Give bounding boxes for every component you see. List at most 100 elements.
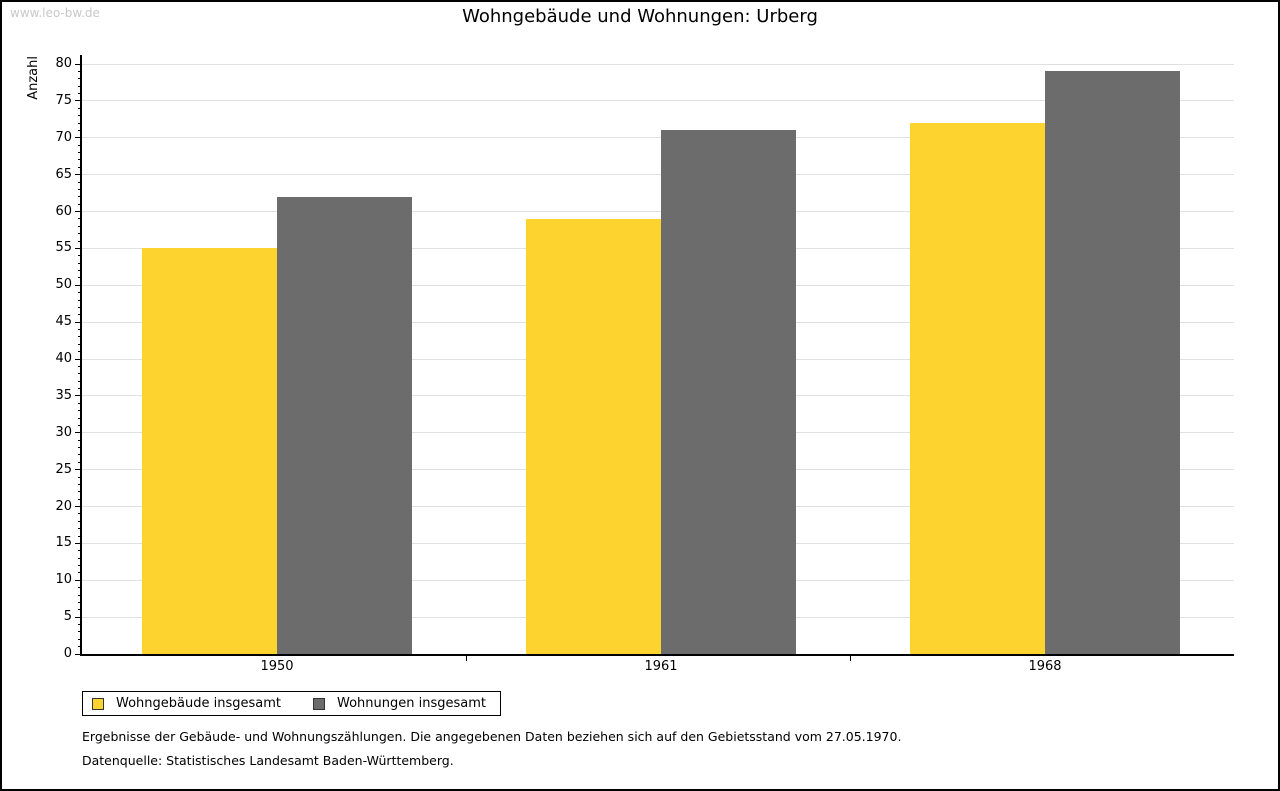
y-tick-label: 75 [55, 92, 72, 108]
y-axis-minor-tick [78, 535, 82, 537]
y-axis-minor-tick [78, 624, 82, 625]
y-axis-minor-tick [78, 196, 82, 198]
y-axis-minor-tick [78, 646, 82, 648]
y-axis-minor-tick [78, 572, 82, 574]
y-axis-major-tick [75, 137, 82, 139]
bar-1968-wohnungen [1045, 71, 1180, 654]
y-axis-minor-tick [78, 461, 82, 463]
y-axis-minor-tick [78, 70, 82, 72]
y-axis-line [80, 55, 82, 656]
y-tick-label: 15 [55, 535, 72, 551]
y-axis-minor-tick [78, 129, 82, 131]
y-axis-minor-tick [78, 152, 82, 153]
bar-1968-wohngebaeude [910, 123, 1045, 654]
y-tick-label: 35 [55, 387, 72, 403]
plot-area: 0 5 10 15 20 25 30 35 40 45 50 55 60 65 70 75 80 1950 1961… [55, 55, 1234, 674]
footnote-source-note: Ergebnisse der Gebäude- und Wohnungszähl… [82, 729, 902, 744]
y-tick-label: 0 [63, 646, 72, 661]
y-axis-minor-tick [78, 306, 82, 308]
y-axis-major-tick [75, 321, 82, 323]
y-axis-minor-tick [78, 314, 82, 316]
y-tick-label: 50 [55, 277, 72, 293]
y-axis-minor-tick [78, 631, 82, 633]
y-tick-label: 30 [55, 424, 72, 440]
y-axis-minor-tick [78, 439, 82, 441]
watermark: www.leo-bw.de [10, 6, 100, 20]
legend: Wohngebäude insgesamt Wohnungen insgesam… [82, 691, 501, 716]
y-axis-minor-tick [78, 365, 82, 367]
y-axis-major-tick [75, 506, 82, 507]
y-axis-major-tick [75, 579, 82, 581]
y-axis-minor-tick [78, 498, 82, 500]
y-axis-minor-tick [78, 476, 82, 478]
y-axis-minor-tick [78, 447, 82, 448]
x-axis-line [80, 654, 1234, 656]
y-axis-minor-tick [78, 225, 82, 227]
y-axis-minor-tick [78, 115, 82, 117]
y-tick-label: 80 [55, 56, 72, 71]
y-axis-minor-tick [78, 410, 82, 412]
y-axis-minor-tick [78, 144, 82, 146]
y-axis-major-tick [75, 63, 82, 65]
y-axis-major-tick [75, 284, 82, 286]
y-axis-minor-tick [78, 188, 82, 190]
y-axis-minor-tick [78, 483, 82, 485]
x-category-label: 1961 [644, 659, 678, 674]
y-axis-minor-tick [78, 351, 82, 353]
y-axis-major-tick [75, 653, 82, 655]
gridline [82, 174, 1234, 176]
y-axis-minor-tick [78, 343, 82, 345]
y-axis-minor-tick [78, 299, 82, 301]
y-axis-minor-tick [78, 491, 82, 493]
y-axis-minor-tick [78, 557, 82, 559]
y-axis-minor-tick [78, 380, 82, 382]
chart-title: Wohngebäude und Wohnungen: Urberg [462, 6, 818, 27]
x-category-label: 1950 [260, 659, 294, 674]
legend-label: Wohngebäude insgesamt [116, 696, 281, 711]
y-axis-minor-tick [78, 166, 82, 168]
legend-item-wohngebaeude: Wohngebäude insgesamt [92, 696, 281, 711]
y-tick-label: 70 [55, 129, 72, 145]
y-axis-major-tick [75, 211, 82, 212]
y-axis-minor-tick [78, 609, 82, 611]
y-axis-minor-tick [78, 550, 82, 552]
y-axis-minor-tick [78, 520, 82, 522]
legend-item-wohnungen: Wohnungen insgesamt [313, 696, 486, 711]
y-axis-minor-tick [78, 270, 82, 271]
y-axis-minor-tick [78, 292, 82, 294]
x-category-label: 1968 [1028, 659, 1062, 674]
y-axis-major-tick [75, 469, 82, 471]
y-tick-label: 45 [55, 314, 72, 330]
bar-1961-wohngebaeude [526, 218, 661, 654]
y-axis-minor-tick [78, 638, 82, 640]
y-tick-label: 55 [55, 240, 72, 256]
y-axis-minor-tick [78, 594, 82, 596]
y-axis-minor-tick [78, 336, 82, 338]
y-tick-label: 60 [55, 203, 72, 219]
gridline [82, 100, 1234, 102]
y-axis-minor-tick [78, 329, 82, 330]
y-tick-label: 25 [55, 461, 72, 477]
y-axis-minor-tick [78, 85, 82, 87]
x-axis-boundary-tick [465, 656, 467, 661]
gridline [82, 137, 1234, 139]
legend-label: Wohnungen insgesamt [337, 696, 486, 711]
y-axis-minor-tick [78, 528, 82, 530]
y-axis-minor-tick [78, 122, 82, 124]
y-axis-major-tick [75, 432, 82, 434]
y-axis-minor-tick [78, 159, 82, 161]
gridline [82, 63, 1234, 65]
y-axis-minor-tick [78, 587, 82, 589]
y-axis-major-tick [75, 358, 82, 360]
legend-swatch-gray [313, 697, 325, 710]
y-axis-minor-tick [78, 388, 82, 389]
y-axis-minor-tick [78, 513, 82, 515]
y-axis-minor-tick [78, 240, 82, 242]
gridline [82, 211, 1234, 212]
y-axis-major-tick [75, 395, 82, 397]
y-tick-label: 5 [63, 609, 72, 625]
y-axis-minor-tick [78, 262, 82, 264]
legend-swatch-yellow [92, 697, 104, 710]
y-axis-minor-tick [78, 601, 82, 603]
